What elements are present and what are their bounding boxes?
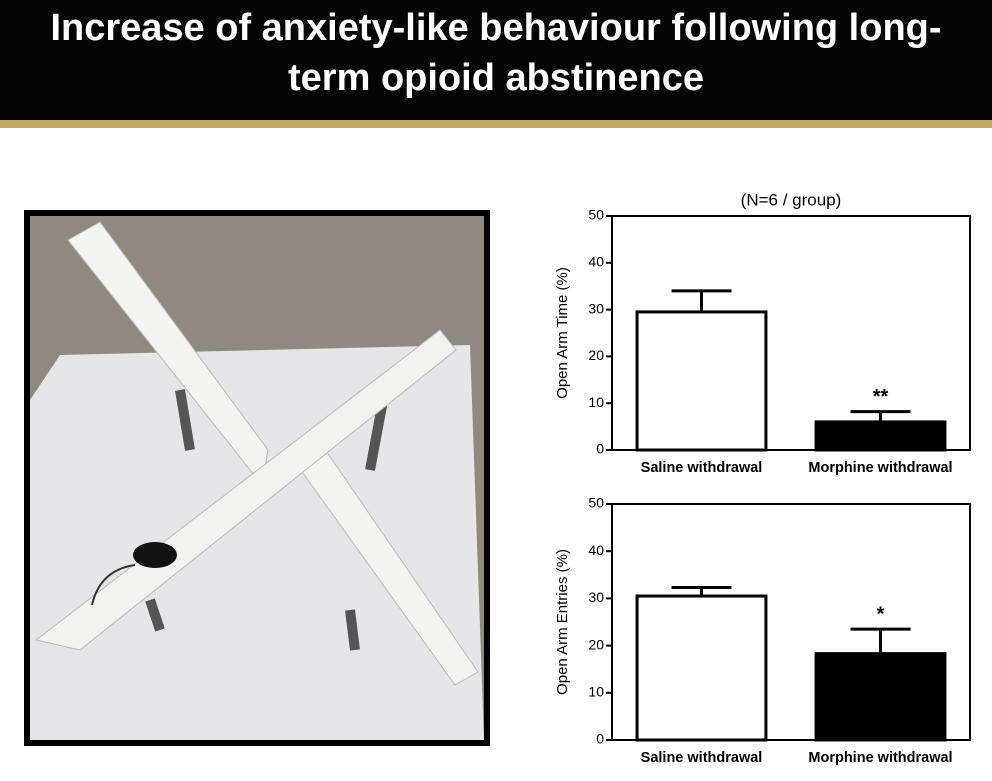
x-tick-label: Saline withdrawal xyxy=(641,750,763,766)
y-tick-label: 0 xyxy=(596,441,604,457)
y-tick-label: 50 xyxy=(588,207,604,223)
x-tick-label: Morphine withdrawal xyxy=(808,750,952,766)
y-tick-label: 10 xyxy=(588,394,604,410)
bar xyxy=(814,652,947,742)
y-tick-label: 20 xyxy=(588,636,604,652)
y-tick-label: 0 xyxy=(596,731,604,747)
axis-box xyxy=(611,503,971,741)
y-tick-label: 50 xyxy=(588,495,604,511)
title-line: term opioid abstinence xyxy=(288,57,704,99)
bar xyxy=(635,594,768,742)
y-tick-label: 10 xyxy=(588,684,604,700)
y-tick-label: 20 xyxy=(588,347,604,363)
x-tick-label: Morphine withdrawal xyxy=(808,460,952,476)
significance-label: ** xyxy=(873,386,889,408)
y-tick-label: 40 xyxy=(588,542,604,558)
y-tick-label: 40 xyxy=(588,254,604,270)
bar xyxy=(814,420,947,452)
axis-box xyxy=(611,215,971,451)
title-line: Increase of anxiety-like behaviour follo… xyxy=(50,7,941,49)
chart-subtitle: (N=6 / group) xyxy=(741,190,842,209)
y-axis-label: Open Arm Entries (%) xyxy=(554,549,571,695)
y-tick-label: 30 xyxy=(588,589,604,605)
gold-rule xyxy=(0,120,992,128)
y-axis-label: Open Arm Time (%) xyxy=(554,267,571,399)
bar xyxy=(635,310,768,452)
title-bar xyxy=(0,0,992,120)
x-tick-label: Saline withdrawal xyxy=(641,460,763,476)
maze-photo xyxy=(24,210,490,746)
significance-label: * xyxy=(877,603,885,625)
y-tick-label: 30 xyxy=(588,300,604,316)
